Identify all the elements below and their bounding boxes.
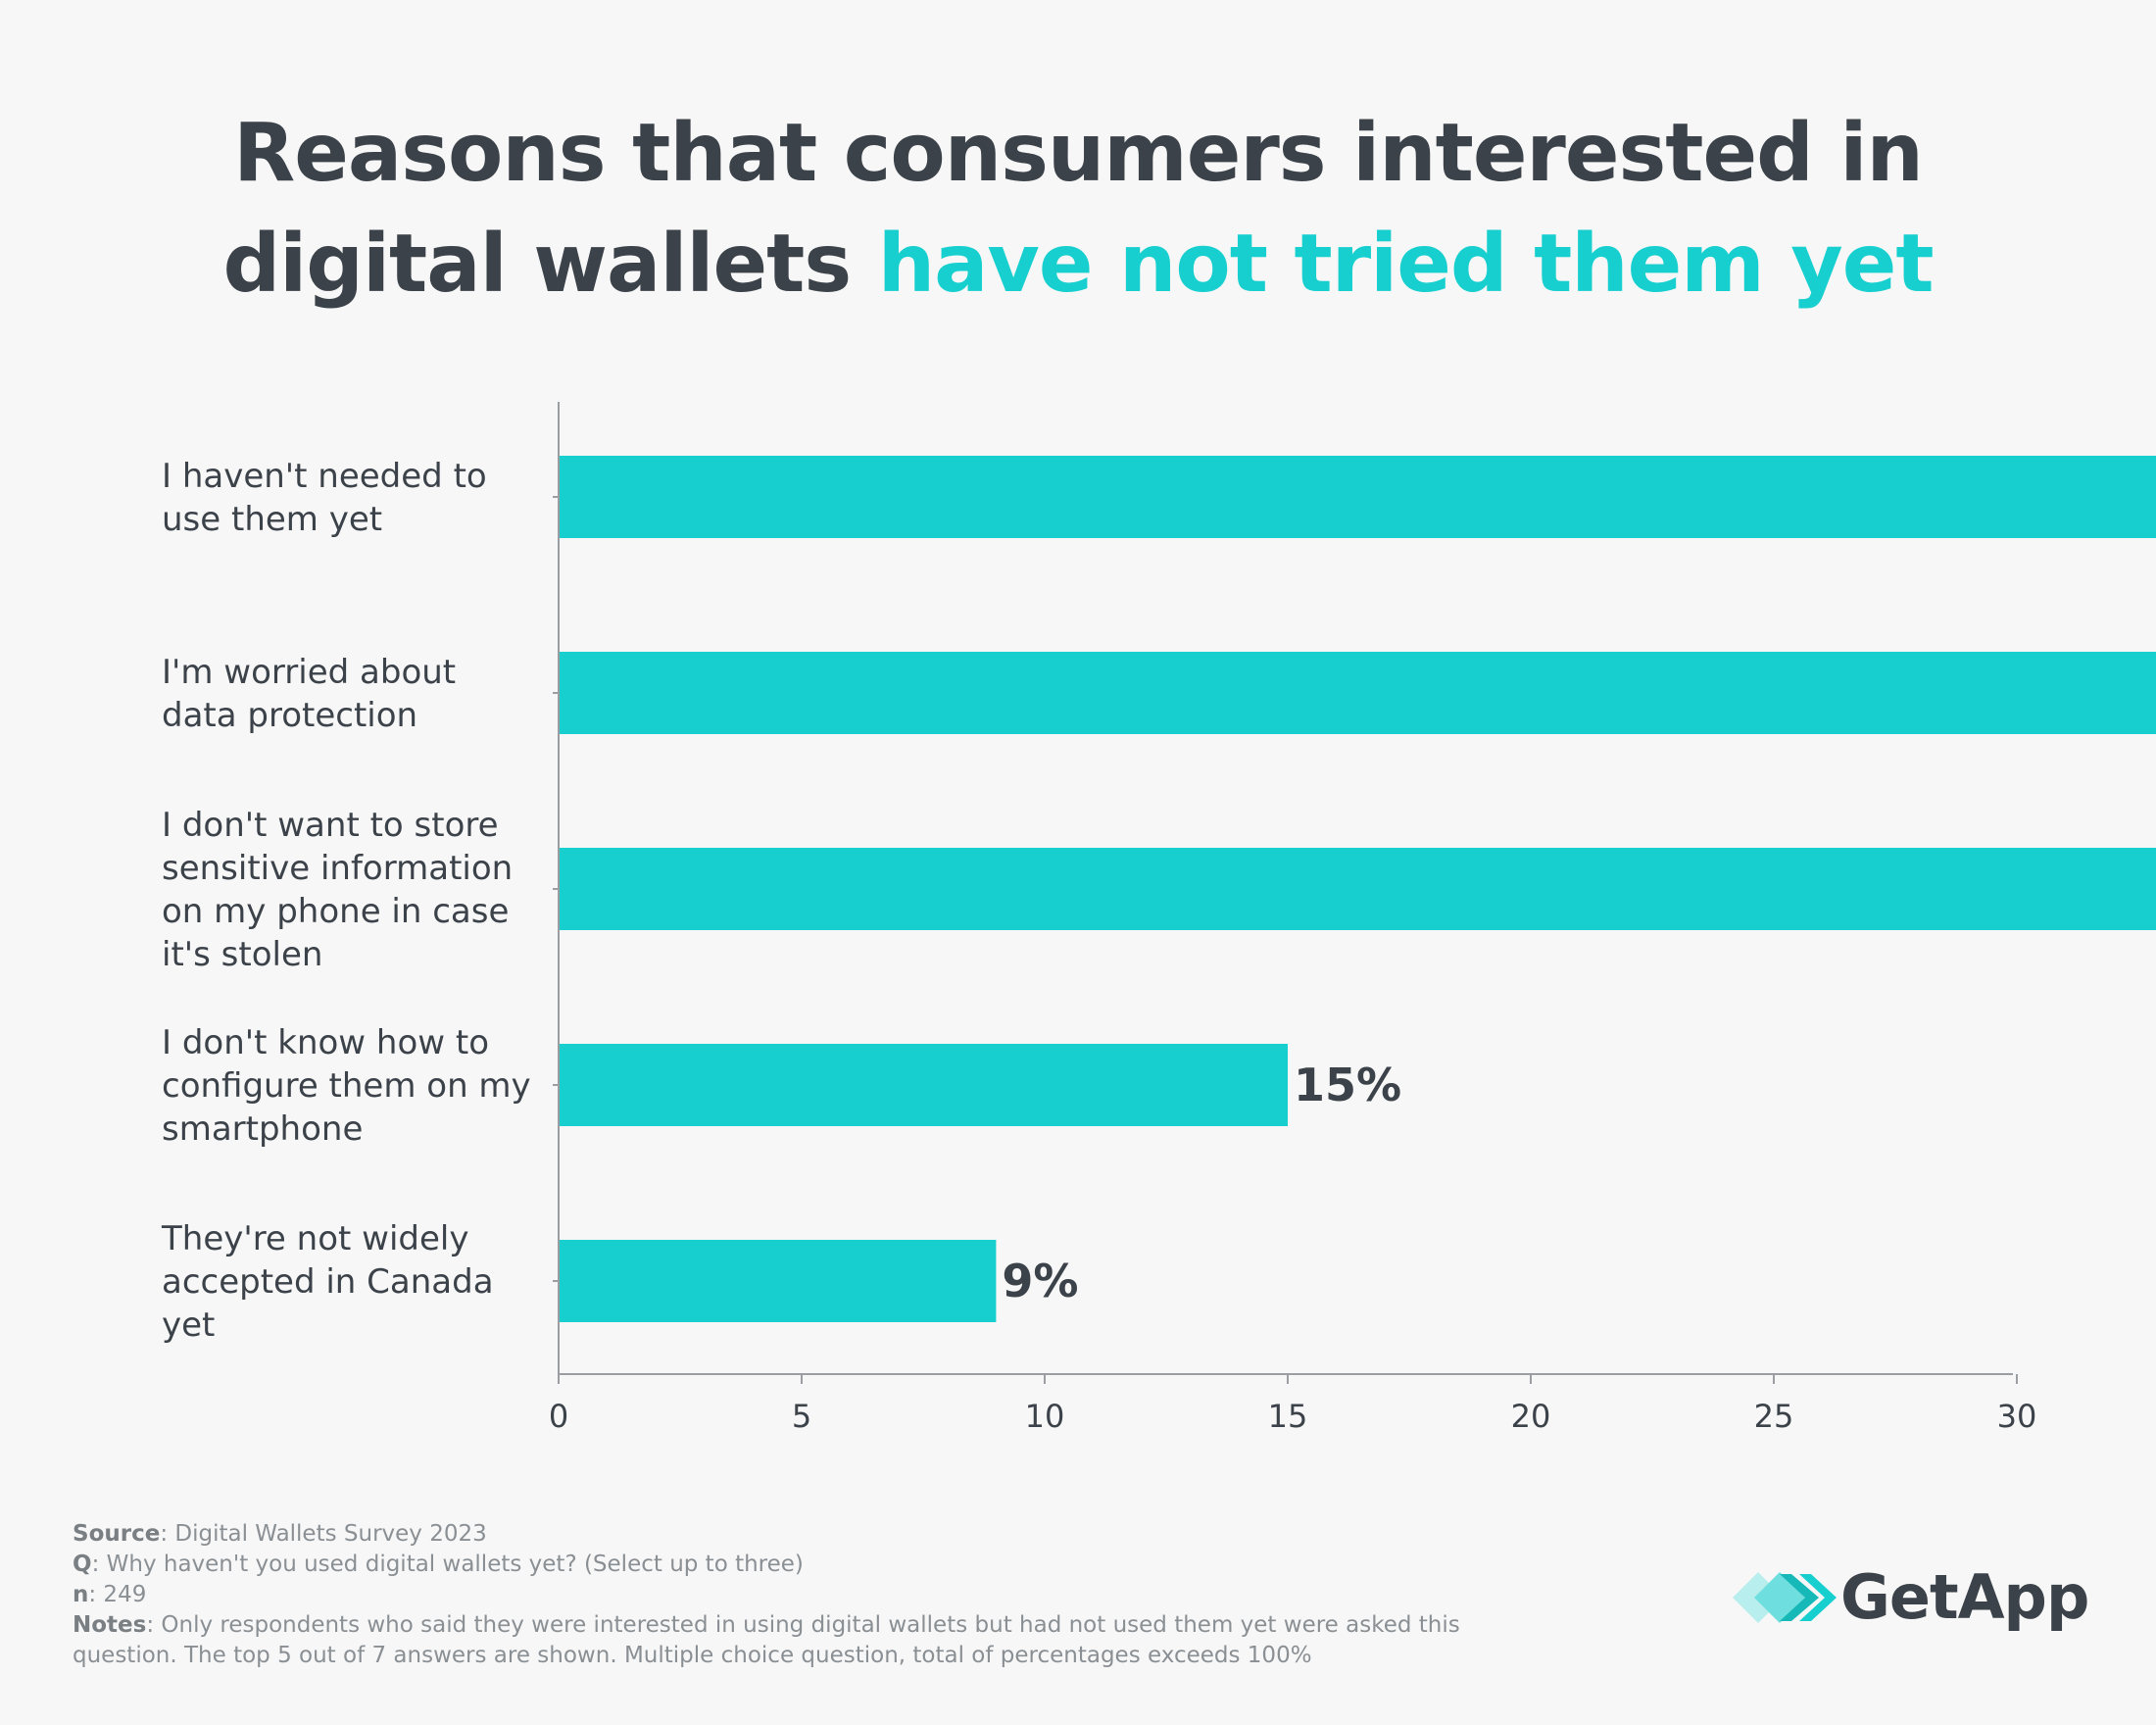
- bar: [559, 456, 2156, 538]
- bar: [559, 652, 2156, 734]
- category-label-line: smartphone: [162, 1109, 363, 1149]
- notes-label: Notes: [73, 1612, 147, 1638]
- bar-value-label: 9%: [1002, 1255, 1078, 1307]
- category-label-line: They're not widely: [161, 1219, 468, 1258]
- x-tick-label: 30: [1997, 1398, 2037, 1435]
- category-labels: I haven't needed to use them yet I'm worri…: [161, 457, 531, 1345]
- x-tick-label: 20: [1511, 1398, 1551, 1435]
- category-label-line: on my phone in case: [162, 892, 509, 931]
- bar: [559, 1240, 997, 1322]
- question-label: Q: [73, 1552, 92, 1577]
- getapp-chevrons-icon: [1733, 1572, 1837, 1623]
- category-label-line: I'm worried about: [162, 653, 456, 692]
- category-label-line: I haven't needed to: [162, 457, 487, 496]
- x-tick-label: 10: [1025, 1398, 1065, 1435]
- bar: [559, 848, 2156, 930]
- notes-text: : Only respondents who said they were in…: [73, 1612, 1460, 1668]
- bar-value-label: 15%: [1294, 1059, 1401, 1111]
- category-label-line: use them yet: [162, 500, 382, 539]
- x-axis-ticks: 0510152025303540455055: [549, 1374, 2037, 1435]
- source-line: Source: Digital Wallets Survey 2023: [73, 1519, 1543, 1550]
- category-label-line: configure them on my: [162, 1066, 531, 1106]
- category-label: I'm worried about data protection: [162, 653, 456, 735]
- question-text: : Why haven't you used digital wallets y…: [91, 1552, 804, 1577]
- category-label-line: I don't want to store: [162, 806, 499, 845]
- title-line-2-accent: have not tried them yet: [877, 218, 1935, 311]
- title-line-2-plain: digital wallets: [222, 218, 878, 311]
- title-line-1: Reasons that consumers interested in: [233, 107, 1924, 200]
- x-tick-label: 25: [1754, 1398, 1794, 1435]
- title-line-2: digital wallets have not tried them yet: [0, 209, 2156, 320]
- category-label: I haven't needed to use them yet: [162, 457, 487, 539]
- footer-notes: Source: Digital Wallets Survey 2023 Q: W…: [73, 1519, 1543, 1671]
- x-tick-label: 0: [549, 1398, 568, 1435]
- chart-title: Reasons that consumers interested in dig…: [0, 98, 2156, 320]
- value-labels: 51%41%37%15%9%: [1002, 1059, 1401, 1307]
- getapp-logo: GetApp: [1731, 1558, 2103, 1637]
- category-label-line: it's stolen: [162, 935, 322, 974]
- bars: [559, 456, 2156, 1322]
- x-tick-label: 5: [792, 1398, 811, 1435]
- getapp-wordmark: GetApp: [1840, 1561, 2089, 1633]
- category-label-line: I don't know how to: [162, 1023, 489, 1062]
- category-label-line: accepted in Canada: [162, 1262, 494, 1302]
- bar-chart: I haven't needed to use them yet I'm worri…: [161, 402, 2156, 1435]
- category-label: I don't know how to configure them on my s…: [162, 1023, 531, 1149]
- sample-size-text: : 249: [88, 1582, 147, 1607]
- category-label-line: data protection: [162, 696, 417, 735]
- notes-line: Notes: Only respondents who said they we…: [73, 1610, 1543, 1671]
- sample-size-line: n: 249: [73, 1580, 1543, 1610]
- source-label: Source: [73, 1521, 161, 1547]
- x-tick-label: 15: [1268, 1398, 1308, 1435]
- category-label-line: yet: [162, 1306, 215, 1345]
- category-label: They're not widely accepted in Canada yet: [161, 1219, 494, 1345]
- category-label: I don't want to store sensitive informati…: [162, 806, 513, 974]
- sample-size-label: n: [73, 1582, 89, 1607]
- bar: [559, 1044, 1288, 1126]
- category-label-line: sensitive information: [162, 849, 513, 888]
- question-line: Q: Why haven't you used digital wallets …: [73, 1550, 1543, 1580]
- source-text: : Digital Wallets Survey 2023: [160, 1521, 487, 1547]
